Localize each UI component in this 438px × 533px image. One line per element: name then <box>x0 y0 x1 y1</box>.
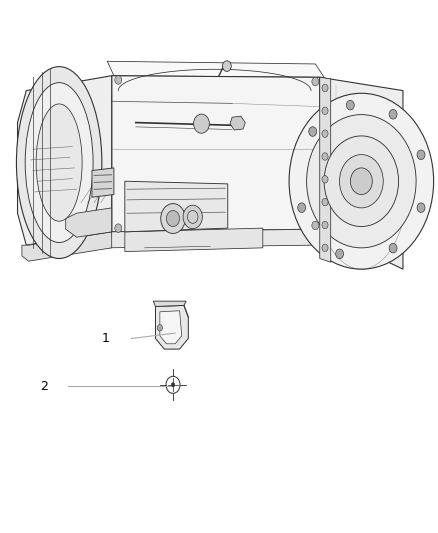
Circle shape <box>157 325 162 331</box>
Circle shape <box>417 203 425 213</box>
Circle shape <box>309 127 317 136</box>
Circle shape <box>312 221 319 230</box>
Circle shape <box>115 224 122 232</box>
Polygon shape <box>112 76 320 232</box>
Polygon shape <box>155 305 188 349</box>
Polygon shape <box>125 181 228 232</box>
Polygon shape <box>153 301 186 306</box>
Circle shape <box>307 115 416 248</box>
Polygon shape <box>18 76 112 245</box>
Circle shape <box>324 136 399 227</box>
Polygon shape <box>320 77 403 269</box>
Circle shape <box>336 249 343 259</box>
Polygon shape <box>22 232 112 261</box>
Polygon shape <box>230 116 245 130</box>
Text: 1: 1 <box>102 332 110 345</box>
Circle shape <box>339 155 383 208</box>
Polygon shape <box>105 229 320 248</box>
Circle shape <box>346 100 354 110</box>
Circle shape <box>312 77 319 86</box>
Circle shape <box>322 130 328 138</box>
Text: 2: 2 <box>40 380 48 393</box>
Circle shape <box>194 114 209 133</box>
Circle shape <box>322 107 328 115</box>
Circle shape <box>322 221 328 229</box>
Circle shape <box>223 61 231 71</box>
Circle shape <box>322 84 328 92</box>
Polygon shape <box>107 61 324 77</box>
Polygon shape <box>160 311 182 344</box>
Circle shape <box>161 204 185 233</box>
Circle shape <box>322 175 328 183</box>
Circle shape <box>166 211 180 227</box>
Circle shape <box>171 383 175 387</box>
Polygon shape <box>320 77 331 262</box>
Polygon shape <box>66 208 112 237</box>
Circle shape <box>322 153 328 160</box>
Ellipse shape <box>36 104 82 221</box>
Ellipse shape <box>25 83 93 243</box>
Circle shape <box>289 93 434 269</box>
Circle shape <box>350 168 372 195</box>
Polygon shape <box>92 168 114 197</box>
Ellipse shape <box>17 67 102 259</box>
Circle shape <box>389 109 397 119</box>
Circle shape <box>322 198 328 206</box>
Polygon shape <box>125 228 263 252</box>
Circle shape <box>322 244 328 252</box>
Circle shape <box>183 205 202 229</box>
Circle shape <box>389 244 397 253</box>
Circle shape <box>417 150 425 159</box>
Circle shape <box>298 203 306 213</box>
Circle shape <box>115 76 122 84</box>
